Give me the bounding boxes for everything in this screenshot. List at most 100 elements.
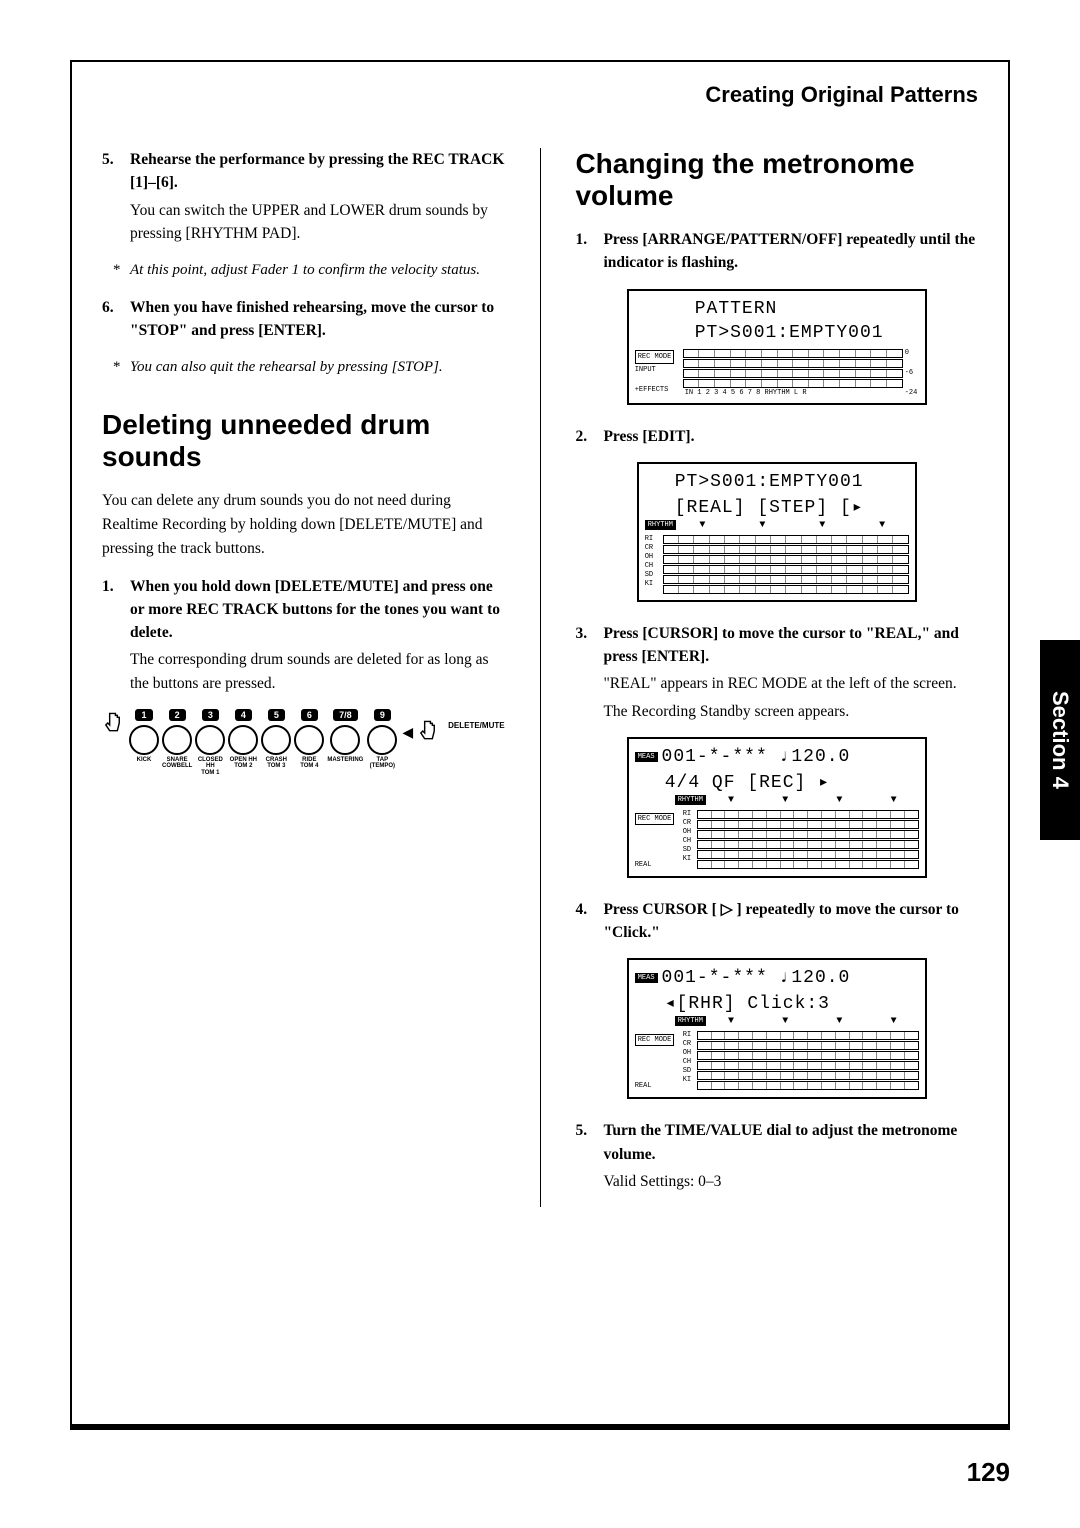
pad-label: CRASHTOM 3 <box>261 757 291 770</box>
pad-circle-icon <box>162 725 192 755</box>
lcd-line: PATTERN <box>635 297 919 321</box>
pad-num: 7/8 <box>333 709 358 721</box>
pad-circle-icon <box>294 725 324 755</box>
pad-label: OPEN HHTOM 2 <box>228 757 258 770</box>
step-num: 4. <box>575 898 603 945</box>
step-4-metro: 4. Press CURSOR [ ▷ ] repeatedly to move… <box>575 898 978 945</box>
pad-num: 4 <box>235 709 252 721</box>
pad-label: SNARECOWBELL <box>162 757 192 770</box>
lcd-4: MEAS 001-*-*** ♩120.0 ◂[RHR] Click:3 RHY… <box>627 958 927 1099</box>
lcd-row <box>683 349 903 358</box>
pad-num: 3 <box>202 709 219 721</box>
note: * At this point, adjust Fader 1 to confi… <box>102 259 505 282</box>
lcd-row <box>697 1051 919 1060</box>
heading-metronome: Changing the metronome volume <box>575 148 978 212</box>
pad-num: 9 <box>374 709 391 721</box>
lcd-line: ◂[RHR] Click:3 <box>635 990 919 1016</box>
lcd-row <box>697 840 919 849</box>
step-num: 5. <box>102 148 130 245</box>
body-text: You can delete any drum sounds you do no… <box>102 489 505 561</box>
step-bold: When you have finished rehearsing, move … <box>130 296 505 343</box>
lcd-row <box>663 585 909 594</box>
step-6: 6. When you have finished rehearsing, mo… <box>102 296 505 343</box>
lcd-row <box>697 1061 919 1070</box>
heading-deleting: Deleting unneeded drum sounds <box>102 409 505 473</box>
lcd-scale: IN 1 2 3 4 5 6 7 8 RHYTHM L R <box>683 389 903 397</box>
column-divider <box>540 148 541 1207</box>
step-bold: When you hold down [DELETE/MUTE] and pre… <box>130 575 505 645</box>
pad: 7/8 MASTERING <box>327 709 363 777</box>
lcd-line: 001-*-*** ♩120.0 <box>658 966 855 990</box>
lcd-line: [REAL] [STEP] [▸ <box>645 494 909 520</box>
lcd-line: PT>S001:EMPTY001 <box>645 470 909 494</box>
asterisk: * <box>102 259 130 282</box>
lcd-row <box>663 545 909 554</box>
step-normal: Valid Settings: 0–3 <box>603 1170 978 1193</box>
lcd-row <box>663 575 909 584</box>
pad: 5 CRASHTOM 3 <box>261 709 291 777</box>
lcd-row <box>697 1081 919 1090</box>
lcd-2: PT>S001:EMPTY001 [REAL] [STEP] [▸ RHYTHM… <box>637 462 917 602</box>
page-frame: Creating Original Patterns 5. Rehearse t… <box>70 60 1010 1430</box>
step-bold: Press CURSOR [ ▷ ] repeatedly to move th… <box>603 898 978 945</box>
section-tab: Section 4 <box>1040 640 1080 840</box>
note-text: You can also quit the rehearsal by press… <box>130 356 443 379</box>
hand-left-icon <box>102 709 125 739</box>
pad-circle-icon <box>367 725 397 755</box>
delete-mute-label: DELETE/MUTE <box>448 721 504 730</box>
lcd-row <box>683 369 903 378</box>
pad-label: CLOSED HHTOM 1 <box>195 757 225 777</box>
asterisk: * <box>102 356 130 379</box>
lcd-row <box>663 555 909 564</box>
lcd-row <box>697 820 919 829</box>
lcd-row <box>697 860 919 869</box>
lcd-row <box>663 535 909 544</box>
lcd-3: MEAS 001-*-*** ♩120.0 4/4 QF [REC] ▸ RHY… <box>627 737 927 878</box>
lcd-row <box>697 850 919 859</box>
columns: 5. Rehearse the performance by pressing … <box>102 148 978 1207</box>
step-1-delete: 1. When you hold down [DELETE/MUTE] and … <box>102 575 505 695</box>
step-num: 6. <box>102 296 130 343</box>
step-2-metro: 2. Press [EDIT]. <box>575 425 978 448</box>
lcd-line: PT>S001:EMPTY001 <box>635 321 919 345</box>
hand-right-icon <box>417 717 440 747</box>
pad-circle-icon <box>261 725 291 755</box>
step-bold: Rehearse the performance by pressing the… <box>130 148 505 195</box>
pad-circle-icon <box>195 725 225 755</box>
step-num: 1. <box>102 575 130 695</box>
col-left: 5. Rehearse the performance by pressing … <box>102 148 505 1207</box>
lcd-left-labels: REC MODE INPUT +EFFECTS <box>635 349 683 397</box>
step-bold: Press [EDIT]. <box>603 425 978 448</box>
lcd-row <box>697 810 919 819</box>
pad-circle-icon <box>228 725 258 755</box>
step-3-metro: 3. Press [CURSOR] to move the cursor to … <box>575 622 978 723</box>
step-1-metro: 1. Press [ARRANGE/PATTERN/OFF] repeatedl… <box>575 228 978 275</box>
step-num: 3. <box>575 622 603 723</box>
step-num: 1. <box>575 228 603 275</box>
lcd-row <box>697 1031 919 1040</box>
lcd-row <box>697 1071 919 1080</box>
pad-circle-icon <box>330 725 360 755</box>
pad-num: 1 <box>135 709 152 721</box>
col-right: Changing the metronome volume 1. Press [… <box>575 148 978 1207</box>
pad: 4 OPEN HHTOM 2 <box>228 709 258 777</box>
pad: 1 KICK <box>129 709 159 777</box>
lcd-row <box>663 565 909 574</box>
pad-label: RIDETOM 4 <box>294 757 324 770</box>
lcd-line: 4/4 QF [REC] ▸ <box>635 769 919 795</box>
lcd-row <box>683 379 903 388</box>
pad-label: MASTERING <box>327 757 363 764</box>
arrow-icon: ◀ <box>402 725 413 742</box>
lcd-row <box>697 830 919 839</box>
lcd-1: PATTERN PT>S001:EMPTY001 REC MODE INPUT … <box>627 289 927 405</box>
pad-label: TAP (TEMPO) <box>366 757 398 770</box>
note-text: At this point, adjust Fader 1 to confirm… <box>130 259 480 282</box>
header-title: Creating Original Patterns <box>102 82 978 108</box>
pad-label: KICK <box>129 757 159 764</box>
step-num: 5. <box>575 1119 603 1193</box>
step-5-metro: 5. Turn the TIME/VALUE dial to adjust th… <box>575 1119 978 1193</box>
lcd-row <box>683 359 903 368</box>
step-normal: You can switch the UPPER and LOWER drum … <box>130 199 505 246</box>
pad: 3 CLOSED HHTOM 1 <box>195 709 225 777</box>
step-normal: The corresponding drum sounds are delete… <box>130 648 505 695</box>
